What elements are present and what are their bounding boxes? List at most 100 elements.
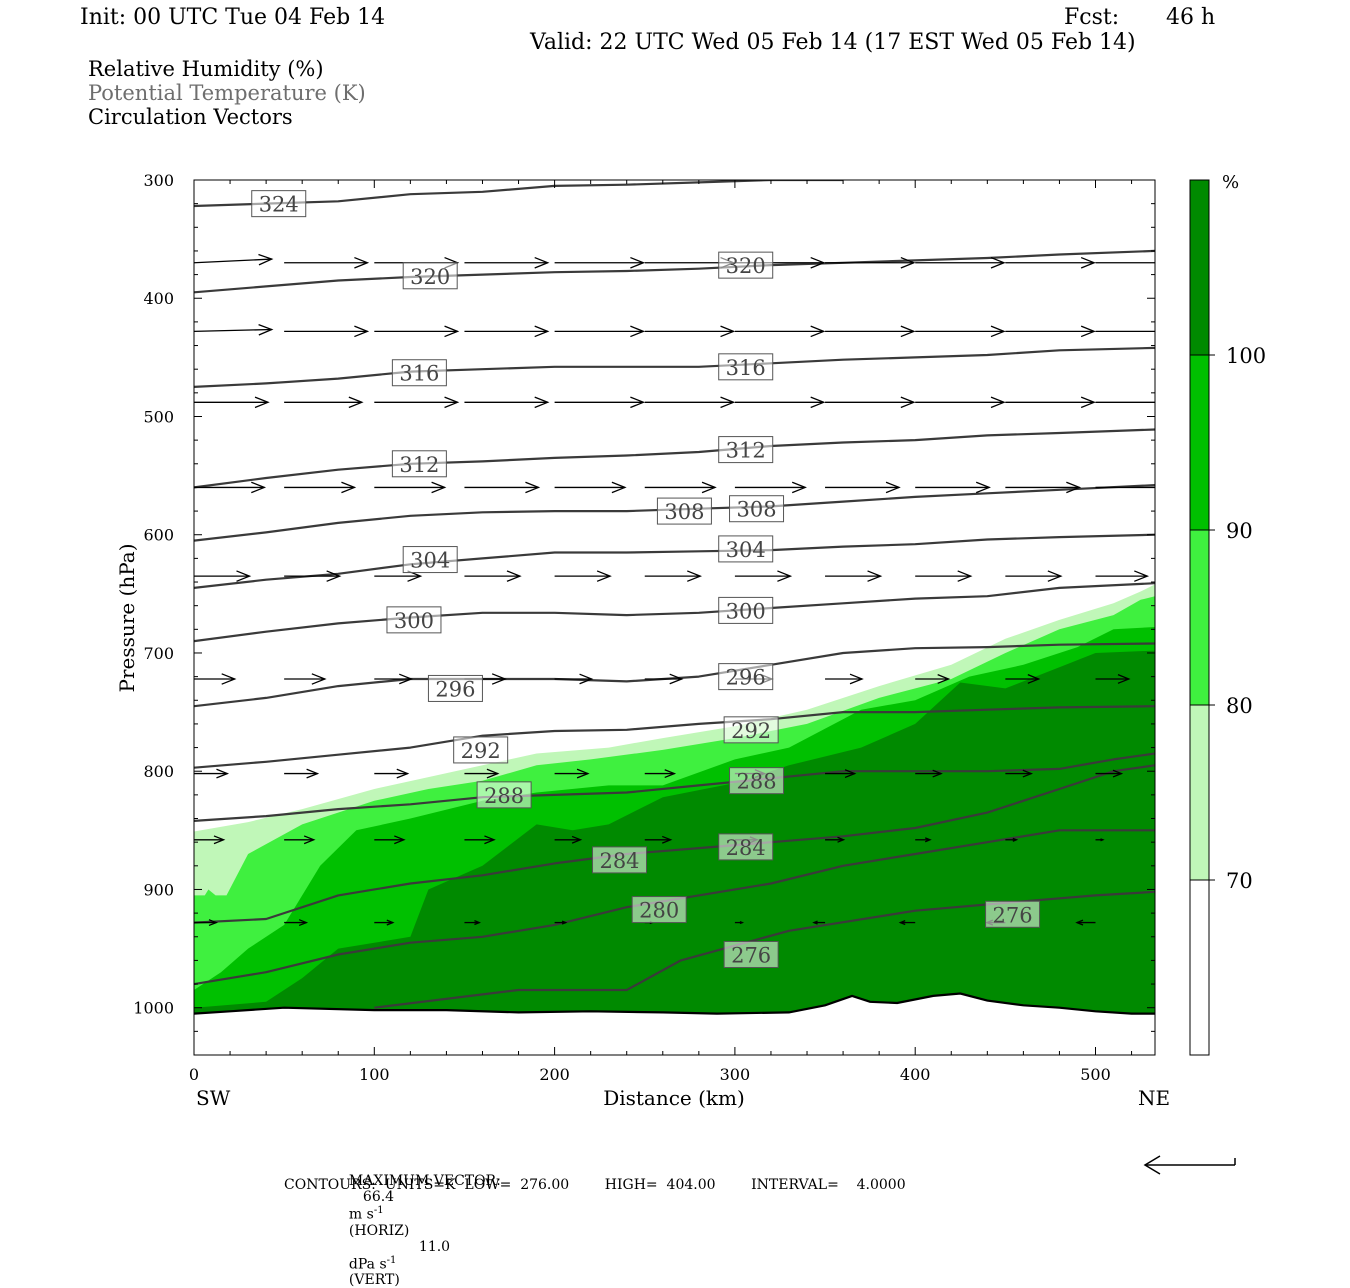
vert-units-exp: -1 [386, 1254, 397, 1266]
vector-arrow [194, 570, 252, 582]
contour-label-box [476, 781, 532, 809]
contour-labels: 324 320 320 316 316 312 312 308 308 304 304 300 300 2… [251, 190, 1041, 968]
vector-arrow [194, 919, 218, 927]
vector-arrow [554, 396, 646, 409]
vector-head [720, 396, 736, 409]
vector-arrow [825, 769, 857, 779]
contour-label-text: 300 [394, 609, 434, 633]
vector-arrow [1005, 481, 1082, 494]
vector-head [396, 768, 410, 779]
vector-head [739, 921, 745, 925]
contour-label: 316 [391, 359, 447, 387]
vector-arrow [194, 481, 267, 494]
vector-head [1047, 570, 1063, 582]
terrain [194, 992, 1155, 1055]
contour-label-box [718, 596, 774, 624]
y-tick-label: 300 [143, 171, 174, 190]
vector-arrow [194, 253, 274, 266]
vector-arrow [554, 768, 590, 779]
vector-arrow [374, 768, 410, 779]
contour-label-box [251, 190, 307, 218]
contour-label-box [729, 495, 785, 523]
contour-label-text: 300 [726, 599, 766, 623]
vector-head [898, 920, 906, 926]
vector-arrow [1095, 838, 1105, 842]
vector-arrow [464, 396, 550, 409]
contour-label-box [985, 900, 1041, 928]
vector-arrow [284, 481, 357, 494]
theta-contour-312 [194, 428, 1155, 489]
vector-arrow [554, 920, 568, 925]
vector-arrow [284, 256, 370, 269]
vector-arrow [1005, 570, 1063, 582]
contour-label-text: 312 [726, 439, 766, 463]
legend-vectors: Circulation Vectors [88, 105, 293, 129]
contour-label-box [391, 450, 447, 478]
vector-head [1075, 919, 1084, 926]
vector-arrow [284, 919, 309, 927]
vector-arrow [194, 673, 237, 685]
vector-head [669, 673, 684, 685]
vector-head [208, 919, 218, 927]
vector-head [1022, 769, 1034, 778]
vector-arrow [194, 396, 270, 409]
x-tick-label: 100 [359, 1065, 390, 1084]
vector-head [506, 570, 522, 582]
vector-arrow [915, 325, 1006, 338]
vector-head [561, 920, 568, 925]
contour-label-text: 296 [435, 677, 475, 701]
vector-arrow [374, 919, 395, 926]
contour-label-box [402, 546, 458, 574]
vector-head [957, 570, 973, 582]
vector-arrow [644, 769, 677, 779]
vector-head [394, 835, 406, 845]
contour-label-text: 308 [736, 498, 776, 522]
vector-head [311, 673, 327, 685]
vector-arrow [915, 769, 943, 778]
contour-label: 312 [718, 436, 774, 464]
vector-arrow [464, 481, 541, 494]
vector-head [844, 769, 857, 779]
ne-label: NE [1138, 1086, 1170, 1110]
plot-frame [193, 179, 1156, 1056]
vector-head [579, 673, 594, 685]
vector-head [258, 324, 274, 336]
horiz-units: m s [348, 1206, 374, 1223]
x-tick-label: 300 [720, 1065, 751, 1084]
vector-head [1066, 481, 1082, 494]
vector-arrow [734, 325, 826, 338]
vector-arrow [1005, 325, 1096, 338]
contour-label-text: 312 [399, 453, 439, 477]
init-time: Init: 00 UTC Tue 04 Feb 14 [80, 5, 386, 30]
contour-label-text: 324 [259, 193, 299, 217]
rh-fills [194, 584, 1155, 1055]
vector-head [990, 325, 1006, 338]
vector-head [534, 325, 550, 338]
x-tick-label: 400 [900, 1065, 931, 1084]
vector-head [630, 396, 646, 409]
contour-label-text: 308 [664, 500, 704, 524]
contours-line: CONTOURS: UNITS=K LOW= 276.00 HIGH= 404.… [284, 1177, 906, 1193]
vector-arrow [1005, 256, 1096, 269]
contour-label: 288 [729, 767, 785, 795]
vector-head [611, 481, 627, 494]
vector-arrow [644, 325, 736, 338]
vector-arrow [1095, 262, 1155, 264]
max-vector-vert: 11.0 [418, 1238, 451, 1255]
vector-head [791, 481, 807, 494]
vector-arrow [734, 396, 826, 409]
y-tick-label: 500 [143, 407, 174, 426]
contour-label: 300 [718, 596, 774, 624]
theta-contour-288 [194, 752, 1155, 822]
vector-arrow [915, 481, 991, 494]
vector-arrow [1095, 769, 1124, 778]
contour-label-box [718, 535, 774, 563]
contour-label: 292 [453, 736, 509, 764]
vector-arrow [1075, 919, 1096, 926]
horiz-units-exp: -1 [373, 1205, 384, 1216]
vector-arrow [915, 837, 932, 843]
vector-head [1117, 674, 1131, 684]
contour-label-text: 292 [461, 739, 501, 763]
vector-head [664, 769, 677, 779]
vector-arrow [734, 481, 807, 494]
